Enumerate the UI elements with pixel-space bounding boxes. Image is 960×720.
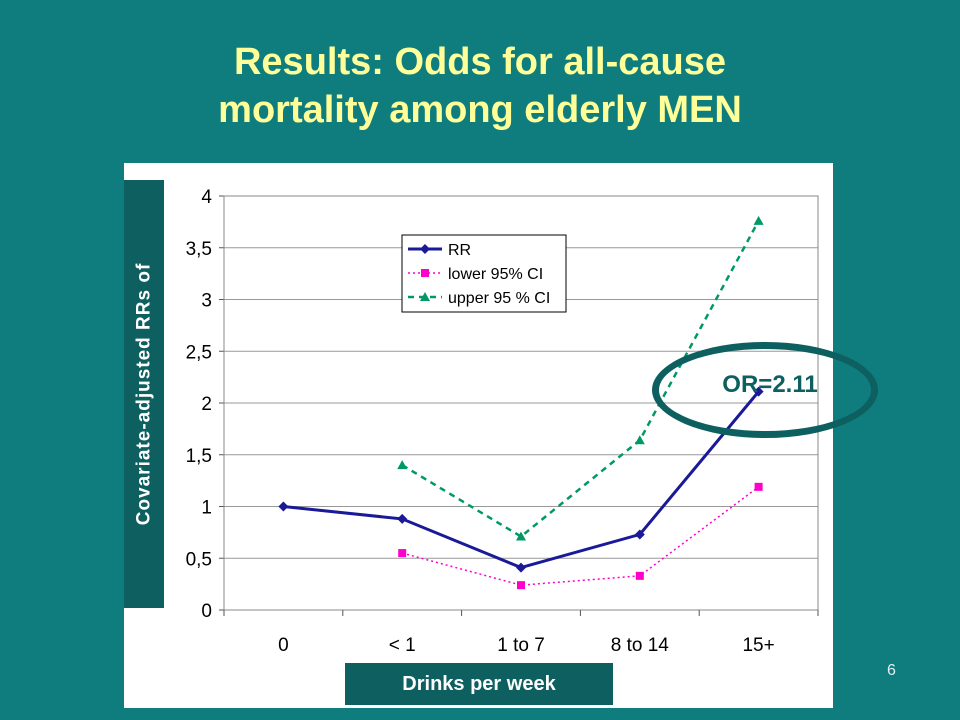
y-tick-label: 3 — [201, 291, 212, 312]
odds-ratio-callout: OR=2.11 — [722, 371, 818, 398]
data-point-lower-95-ci — [517, 581, 525, 590]
title-line-1: Results: Odds for all-cause — [233, 41, 726, 83]
page-number: 6 — [887, 662, 896, 679]
y-tick-label: 1 — [201, 498, 212, 519]
data-point-rr — [634, 529, 645, 540]
data-point-rr — [278, 501, 289, 512]
data-point-lower-95-ci — [635, 571, 644, 580]
chart-panel: 0 0,5 1 1,5 2 2,5 3 3,5 4 0 < 1 1 to 7 8 to 14 15+ RR l… — [124, 163, 833, 708]
y-tick-label: 0,5 — [186, 549, 212, 570]
x-tick-label: 8 to 14 — [611, 635, 670, 656]
data-point-rr — [516, 562, 526, 573]
x-tick-label: 15+ — [742, 635, 774, 656]
data-point-rr — [397, 513, 408, 524]
legend-marker-lower-95-ci — [421, 269, 429, 277]
x-axis-label: Drinks per week — [345, 663, 613, 705]
x-tick-label: 0 — [278, 635, 289, 656]
legend-label-lower-95-ci: lower 95% CI — [448, 266, 543, 283]
data-point-upper-95-ci — [397, 460, 408, 470]
data-point-lower-95-ci — [754, 482, 763, 491]
y-tick-label: 4 — [201, 187, 212, 208]
title-line-2: mortality among elderly MEN — [218, 89, 742, 131]
data-point-lower-95-ci — [398, 549, 407, 558]
y-tick-label: 1,5 — [186, 446, 212, 467]
slide-title: Results: Odds for all-cause mortality am… — [0, 38, 960, 134]
x-tick-label: 1 to 7 — [497, 635, 545, 656]
y-tick-label: 3,5 — [186, 239, 212, 260]
line-chart: 0 0,5 1 1,5 2 2,5 3 3,5 4 0 < 1 1 to 7 8 to 14 15+ RR l… — [186, 187, 819, 656]
data-point-upper-95-ci — [753, 215, 764, 225]
y-axis-label-box: Covariate-adjusted RRs of — [124, 180, 164, 608]
legend-marker-upper-95-ci — [420, 292, 430, 301]
legend-marker-rr — [420, 244, 430, 254]
y-tick-label: 2 — [201, 394, 212, 415]
legend-label-rr: RR — [448, 242, 471, 259]
y-tick-label: 0 — [201, 601, 212, 622]
y-tick-label: 2,5 — [186, 342, 212, 363]
series-line-lower-95-ci — [402, 486, 760, 586]
data-point-upper-95-ci — [634, 435, 645, 445]
callout-ellipse — [652, 342, 878, 438]
y-axis-label: Covariate-adjusted RRs of — [133, 262, 155, 526]
legend-label-upper-95-ci: upper 95 % CI — [448, 290, 550, 307]
data-point-upper-95-ci — [516, 531, 526, 541]
series-line-upper-95-ci — [401, 220, 760, 539]
x-tick-label: < 1 — [389, 635, 416, 656]
